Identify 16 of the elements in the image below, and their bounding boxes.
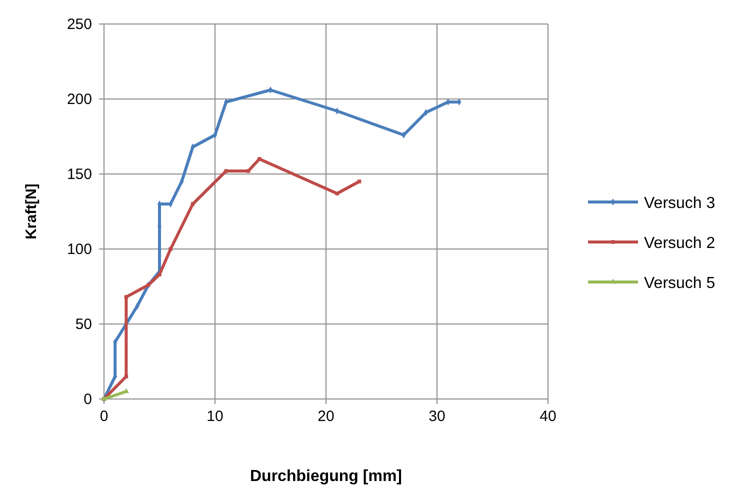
- x-tick-label: 30: [428, 408, 446, 425]
- y-tick-label: 0: [84, 391, 92, 408]
- y-tick-label: 50: [75, 316, 92, 333]
- legend-label: Versuch 2: [644, 235, 716, 252]
- y-tick-label: 250: [66, 16, 92, 33]
- y-tick-label: 100: [66, 241, 92, 258]
- x-tick-label: 0: [100, 408, 108, 425]
- x-tick-label: 40: [540, 408, 556, 425]
- y-tick-label: 200: [66, 91, 92, 108]
- x-tick-label: 20: [318, 408, 334, 425]
- x-tick-label: 10: [206, 408, 224, 425]
- legend-label: Versuch 5: [644, 275, 716, 292]
- legend-label: Versuch 3: [644, 195, 716, 212]
- x-axis-title: Durchbiegung [mm]: [250, 468, 402, 485]
- y-tick-label: 150: [66, 166, 92, 183]
- y-axis-title: Kraft[N]: [23, 184, 40, 240]
